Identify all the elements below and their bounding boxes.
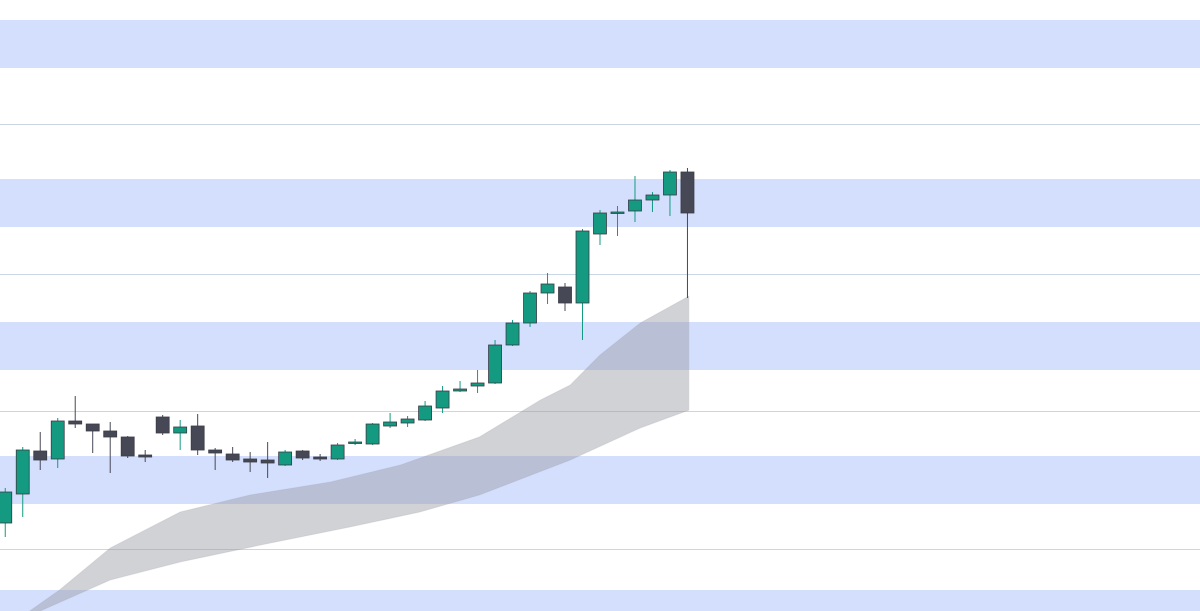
candle-body: [225, 453, 240, 461]
candle-body: [558, 286, 572, 304]
candle-body: [663, 171, 677, 196]
candle-body: [278, 451, 293, 466]
candle-body: [50, 420, 65, 460]
candle-body: [313, 456, 328, 460]
candle-body: [400, 418, 415, 424]
candle-body: [155, 416, 170, 434]
band-edge: [40, 409, 690, 611]
candle-body: [120, 436, 135, 457]
candle-body: [540, 283, 555, 294]
candle-body: [208, 449, 223, 454]
candle-body: [0, 491, 13, 524]
background-bands: [0, 20, 1200, 611]
candle-body: [435, 390, 450, 409]
candle-body: [68, 420, 83, 425]
candle-body: [295, 450, 310, 459]
candle-body: [138, 454, 153, 458]
candle-body: [33, 450, 48, 461]
candle-body: [365, 423, 380, 445]
candle-body: [190, 425, 205, 451]
candle-body: [418, 405, 432, 421]
candle-body: [593, 212, 607, 235]
bg-band: [0, 20, 1200, 68]
candle-body: [505, 322, 520, 346]
bg-band: [0, 456, 1200, 504]
candle-body: [260, 459, 275, 464]
candle-body: [348, 441, 363, 444]
candle-body: [383, 421, 397, 427]
candle-body: [173, 426, 188, 434]
candle-body: [628, 199, 642, 212]
candle-body: [523, 292, 537, 324]
candle-body: [243, 458, 258, 463]
candle-body: [453, 388, 467, 392]
candle-body: [488, 344, 502, 384]
candle-body: [680, 171, 695, 214]
band-fill: [29, 296, 690, 611]
bg-band: [0, 322, 1200, 370]
candle-body: [610, 211, 625, 214]
candle-body: [85, 423, 100, 432]
candle-body: [645, 194, 660, 201]
candle-body: [575, 230, 590, 304]
candle-body: [470, 382, 485, 387]
candle-body: [15, 449, 30, 495]
band-edge: [29, 295, 690, 611]
bg-band: [0, 590, 1200, 611]
candle-body: [330, 444, 345, 460]
candle-body: [103, 430, 118, 438]
